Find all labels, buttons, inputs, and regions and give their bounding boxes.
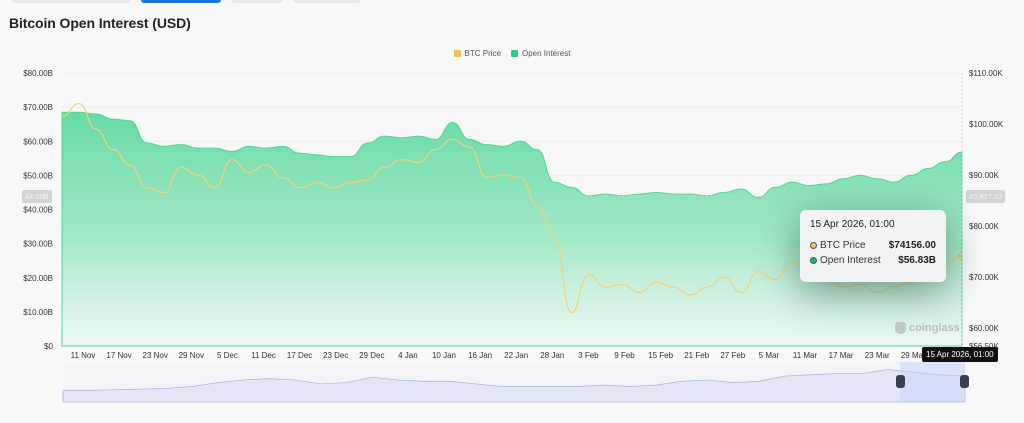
svg-text:$90.00K: $90.00K <box>969 171 999 180</box>
svg-text:5 Dec: 5 Dec <box>217 351 238 360</box>
crosshair-date-flag: 15 Apr 2026, 01:00 <box>922 347 998 362</box>
svg-text:$60.00K: $60.00K <box>969 324 999 333</box>
svg-text:$110.00K: $110.00K <box>969 69 1003 78</box>
watermark-text: coinglass <box>909 322 960 334</box>
svg-text:4 Jan: 4 Jan <box>398 351 418 360</box>
legend-item-open-interest[interactable]: Open Interest <box>510 49 571 58</box>
svg-text:$100.00K: $100.00K <box>969 120 1004 129</box>
svg-text:$70.00K: $70.00K <box>969 273 999 282</box>
tooltip-date: 15 Apr 2026, 01:00 <box>810 219 895 230</box>
svg-text:28 Jan: 28 Jan <box>540 351 564 360</box>
svg-text:5 Mar: 5 Mar <box>759 351 780 360</box>
open-interest-dot-icon <box>810 257 817 264</box>
x-axis: 11 Nov 17 Nov 23 Nov 29 Nov 5 Dec 11 Dec 17 De… <box>71 351 959 360</box>
svg-text:29 Mar: 29 Mar <box>901 351 926 360</box>
svg-text:22 Jan: 22 Jan <box>504 351 528 360</box>
svg-text:17 Dec: 17 Dec <box>287 351 312 360</box>
svg-text:23 Nov: 23 Nov <box>143 351 168 360</box>
svg-text:$70.00B: $70.00B <box>23 103 53 112</box>
svg-text:16 Jan: 16 Jan <box>468 351 492 360</box>
svg-text:15 Feb: 15 Feb <box>648 351 673 360</box>
svg-text:17 Mar: 17 Mar <box>829 351 854 360</box>
tooltip-label: Open Interest <box>820 255 881 266</box>
right-axis-crosshair-flag: 85,927.52 <box>966 190 1006 203</box>
navigator-right-handle[interactable] <box>960 375 969 388</box>
legend-label: BTC Price <box>464 49 501 58</box>
svg-text:11 Mar: 11 Mar <box>793 351 818 360</box>
open-interest-swatch-icon <box>510 50 518 57</box>
svg-text:$80.00K: $80.00K <box>969 222 999 231</box>
chart-legend: BTC Price Open Interest <box>0 49 1024 58</box>
tooltip-value: $56.83B <box>898 255 936 266</box>
svg-text:10 Jan: 10 Jan <box>432 351 456 360</box>
btc-price-hover-dot <box>958 254 962 258</box>
svg-text:29 Nov: 29 Nov <box>179 351 204 360</box>
svg-text:11 Dec: 11 Dec <box>251 351 276 360</box>
top-tab-4[interactable] <box>293 0 361 3</box>
btc-price-dot-icon <box>810 242 817 249</box>
top-tab-1[interactable] <box>12 0 130 3</box>
page-title: Bitcoin Open Interest (USD) <box>9 15 191 31</box>
coinglass-logo-icon <box>895 322 906 334</box>
tooltip-label: BTC Price <box>820 240 866 251</box>
svg-text:9 Feb: 9 Feb <box>614 351 635 360</box>
navigator-selection[interactable] <box>900 362 965 402</box>
svg-text:3 Feb: 3 Feb <box>578 351 599 360</box>
svg-text:$40.00B: $40.00B <box>23 206 53 215</box>
top-tab-active[interactable] <box>141 0 221 3</box>
svg-text:$80.00B: $80.00B <box>23 69 53 78</box>
svg-text:$60.00B: $60.00B <box>23 137 53 146</box>
right-y-axis: $110.00K $100.00K $90.00K $80.00K $70.00K $60… <box>969 69 1004 351</box>
tooltip-row-btc-price: BTC Price $74156.00 <box>810 238 936 253</box>
svg-text:$30.00B: $30.00B <box>23 240 53 249</box>
chart-tooltip: 15 Apr 2026, 01:00 BTC Price $74156.00 O… <box>800 210 946 282</box>
svg-text:$0: $0 <box>44 342 53 351</box>
tooltip-value: $74156.00 <box>888 240 936 251</box>
svg-text:23 Mar: 23 Mar <box>865 351 890 360</box>
svg-text:29 Dec: 29 Dec <box>359 351 384 360</box>
top-tab-3[interactable] <box>231 0 283 3</box>
coinglass-watermark: coinglass <box>895 322 960 334</box>
btc-price-swatch-icon <box>453 50 461 57</box>
left-axis-crosshair-flag: 44.00B <box>22 190 52 203</box>
navigator-area <box>62 369 966 403</box>
svg-text:27 Feb: 27 Feb <box>720 351 745 360</box>
legend-item-btc-price[interactable]: BTC Price <box>453 49 501 58</box>
svg-text:$50.00B: $50.00B <box>23 171 53 180</box>
svg-text:11 Nov: 11 Nov <box>71 351 96 360</box>
svg-text:$56.50K: $56.50K <box>969 342 999 351</box>
svg-text:17 Nov: 17 Nov <box>106 351 131 360</box>
tooltip-row-open-interest: Open Interest $56.83B <box>810 253 936 268</box>
legend-label: Open Interest <box>521 49 571 58</box>
left-y-axis: $80.00B $70.00B $60.00B $50.00B $40.00B $30.0… <box>23 69 53 351</box>
svg-text:$20.00B: $20.00B <box>23 274 53 283</box>
svg-text:21 Feb: 21 Feb <box>684 351 709 360</box>
open-interest-area <box>61 111 963 347</box>
svg-text:$10.00B: $10.00B <box>23 308 53 317</box>
navigator-left-handle[interactable] <box>896 375 905 388</box>
top-tab-strip <box>0 0 1024 4</box>
svg-text:23 Dec: 23 Dec <box>323 351 348 360</box>
